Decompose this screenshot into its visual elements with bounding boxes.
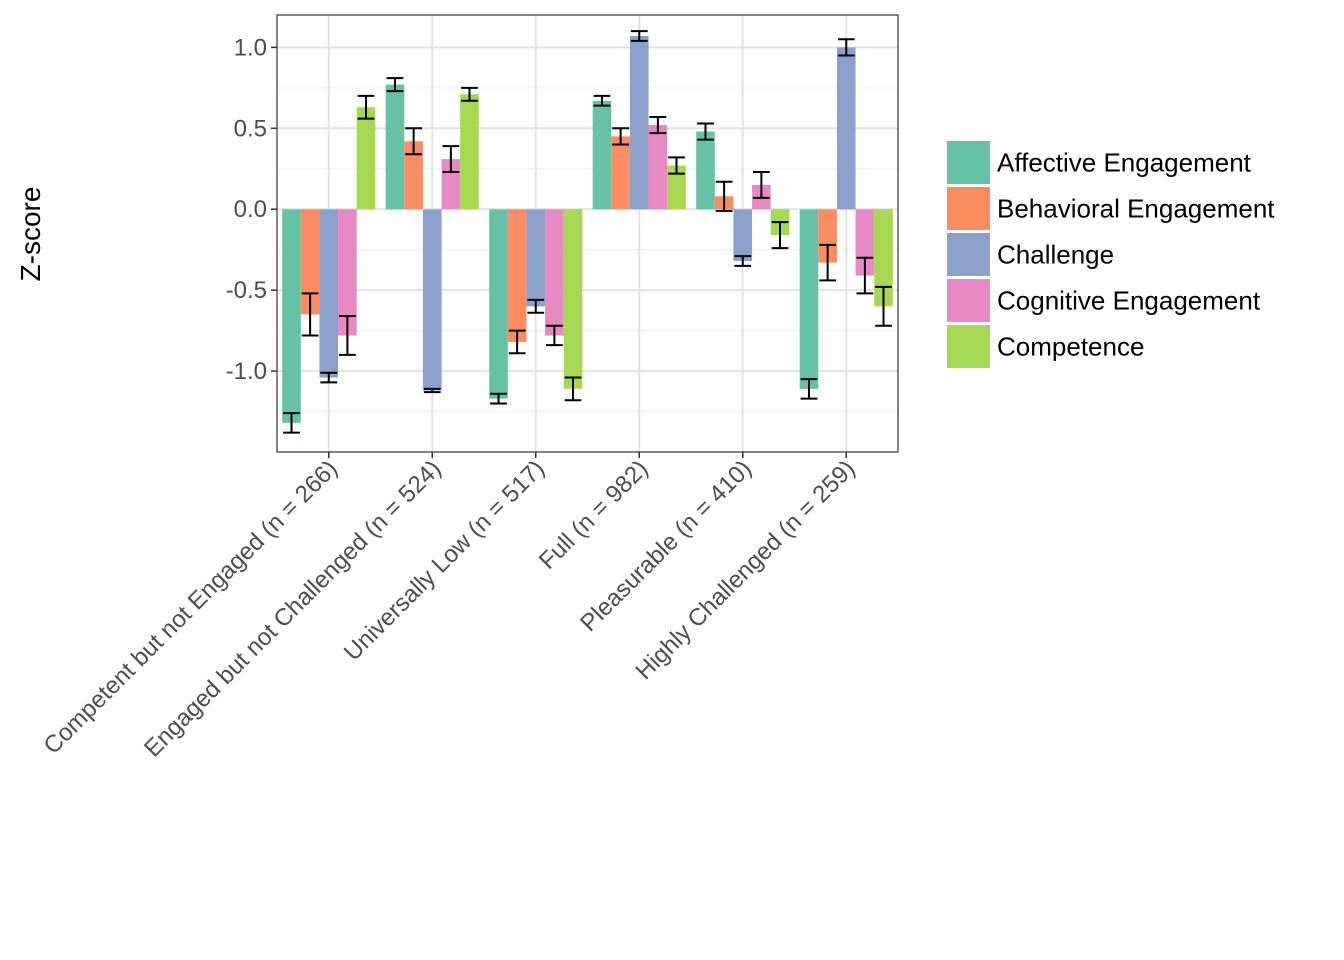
legend-label: Competence (997, 332, 1144, 362)
y-tick-label: -0.5 (226, 277, 267, 304)
bar (733, 209, 753, 262)
bar (282, 209, 301, 423)
x-tick-label: Highly Challenged (n = 259) (631, 455, 861, 685)
legend-key-swatch (947, 187, 990, 230)
legend-label: Affective Engagement (997, 148, 1252, 178)
legend: Affective Engagement Behavioral Engagemen… (947, 141, 1275, 368)
bar (818, 209, 837, 263)
bar (667, 165, 686, 210)
x-tick-label: Pleasurable (n = 410) (575, 455, 757, 637)
bar (836, 47, 856, 210)
bar (648, 125, 668, 210)
legend-label: Cognitive Engagement (997, 286, 1261, 316)
bar (356, 107, 376, 210)
bar (696, 131, 715, 210)
y-tick-label: 0.5 (234, 115, 267, 142)
bars-layer (282, 36, 893, 423)
bar (563, 209, 583, 389)
y-tick-label: -1.0 (226, 358, 267, 385)
bar (319, 209, 339, 378)
bar (592, 100, 612, 210)
bar (460, 94, 479, 210)
bar (385, 84, 405, 210)
plot-frame (276, 14, 899, 453)
legend-key-swatch (947, 141, 990, 184)
legend-key-swatch (947, 279, 990, 322)
legend-key-swatch (947, 233, 990, 276)
y-axis-title: Z-score (15, 187, 46, 282)
bar (545, 209, 564, 336)
bar (404, 141, 423, 210)
x-tick-label: Universally Low (n = 517) (339, 455, 550, 666)
legend-label: Challenge (997, 240, 1114, 270)
legend-label: Behavioral Engagement (997, 194, 1275, 224)
y-tick-label: 0.0 (234, 196, 267, 223)
panel-border (276, 14, 899, 453)
bar (874, 209, 893, 307)
y-tick-label: 1.0 (234, 34, 267, 61)
bar (526, 209, 546, 307)
bar (799, 209, 819, 389)
bar (338, 209, 357, 336)
x-axis: Competent but not Engaged (n = 266)Engag… (38, 452, 860, 762)
y-axis: 1.0 0.5 0.0 -0.5 -1.0 (226, 34, 277, 385)
bar (855, 209, 875, 276)
bar (422, 209, 442, 391)
bar (507, 209, 527, 342)
error-bars-layer (283, 30, 892, 434)
bar (489, 209, 508, 399)
bar (300, 209, 320, 315)
bar (611, 136, 630, 210)
bar (629, 36, 649, 210)
legend-key-swatch (947, 325, 990, 368)
